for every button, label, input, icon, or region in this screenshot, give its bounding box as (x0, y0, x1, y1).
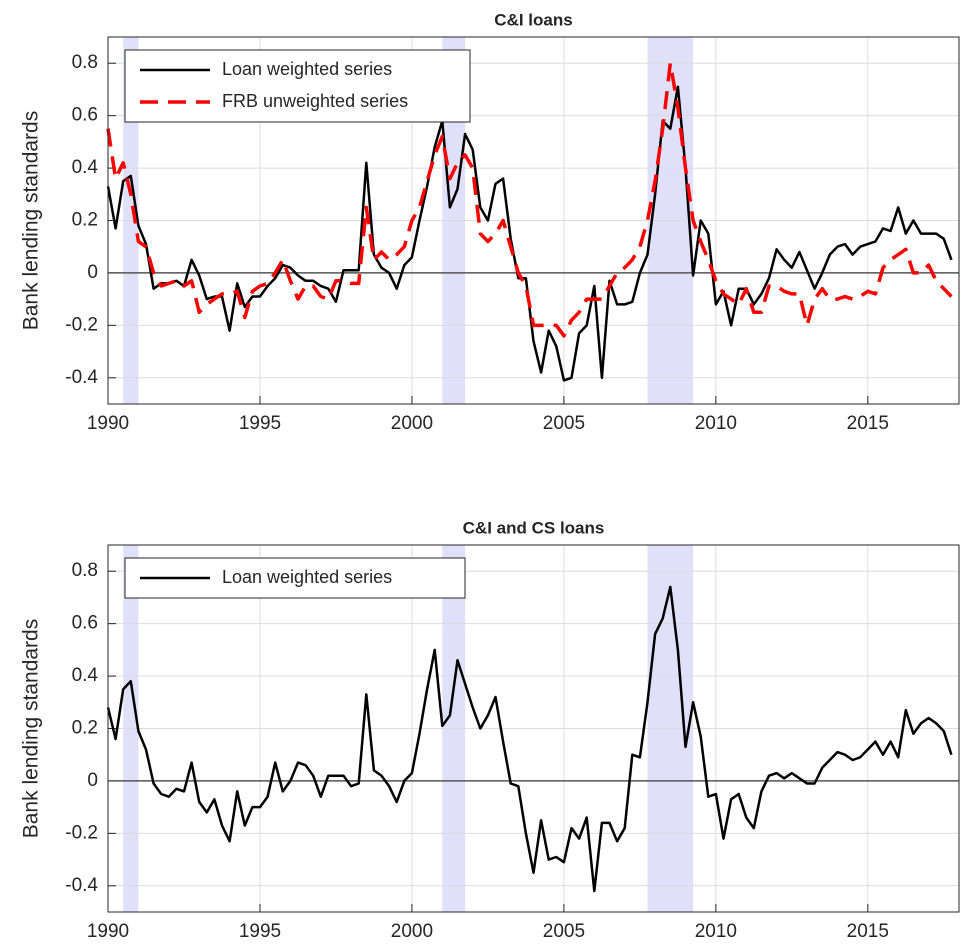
series-line (106, 585, 953, 893)
x-tick-label: 1990 (87, 921, 129, 942)
x-tick-label: 2015 (847, 921, 889, 942)
y-tick-label: 0.8 (72, 52, 98, 73)
series-line (106, 85, 953, 382)
y-tick-label: 0.4 (72, 665, 99, 686)
x-tick-label: 2005 (543, 413, 585, 434)
y-tick-label: -0.4 (65, 367, 98, 388)
legend-label: Loan weighted series (222, 567, 392, 587)
y-tick-label: 0.2 (72, 210, 98, 231)
y-tick-label: 0.8 (72, 560, 98, 581)
y-tick-label: 0.2 (72, 718, 98, 739)
x-tick-label: 2005 (543, 921, 585, 942)
x-tick-label: 2010 (695, 413, 737, 434)
y-tick-label: 0.6 (72, 613, 98, 634)
x-tick-label: 2000 (391, 921, 433, 942)
axes-box (107, 544, 960, 913)
axes-box (107, 36, 960, 405)
chart-title: C&I and CS loans (463, 518, 605, 537)
x-tick-label: 2000 (391, 413, 433, 434)
y-tick-label: 0 (87, 262, 98, 283)
y-tick-label: -0.2 (65, 822, 98, 843)
legend-box (124, 49, 471, 123)
legend-label: Loan weighted series (222, 59, 392, 79)
x-tick-label: 2015 (847, 413, 889, 434)
y-axis-label: Bank lending standards (20, 111, 43, 331)
x-tick-label: 2010 (695, 921, 737, 942)
series-line (106, 61, 953, 338)
y-axis-label: Bank lending standards (20, 619, 43, 839)
legend-label: FRB unweighted series (222, 91, 408, 111)
chart-title: C&I loans (494, 10, 572, 29)
x-tick-label: 1995 (239, 921, 281, 942)
y-tick-label: -0.4 (65, 875, 98, 896)
y-tick-label: -0.2 (65, 314, 98, 335)
x-tick-label: 1990 (87, 413, 129, 434)
y-tick-label: 0.6 (72, 105, 98, 126)
y-tick-label: 0 (87, 770, 98, 791)
y-tick-label: 0.4 (72, 157, 99, 178)
subplot: -0.4 -0.2 0 0.2 0.4 0.6 0.8 1990 1995 2000 2005 201… (20, 518, 960, 942)
x-tick-label: 1995 (239, 413, 281, 434)
subplot: -0.4 -0.2 0 0.2 0.4 0.6 0.8 1990 1995 2000 2005 201… (20, 10, 960, 434)
